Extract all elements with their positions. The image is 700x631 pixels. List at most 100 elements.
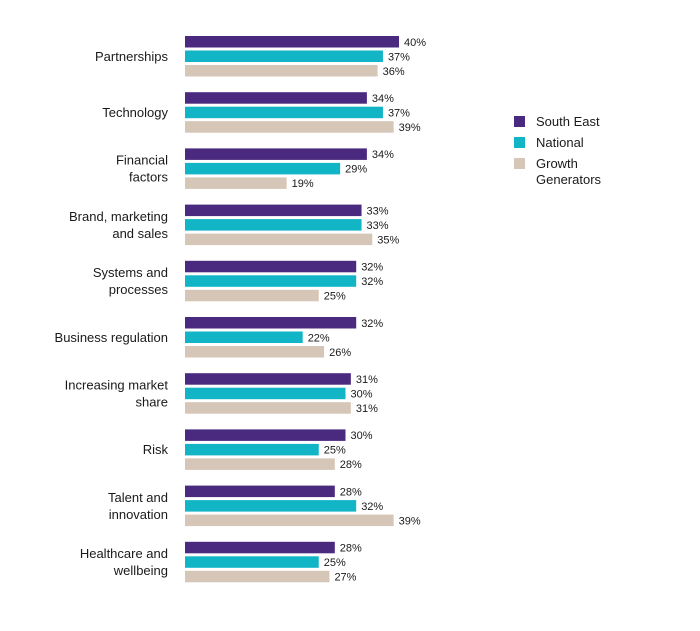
legend-label: Growth Generators [536,156,602,187]
bar [185,556,319,568]
category-label-line: Brand, marketing [69,209,168,224]
bar [185,275,357,287]
category-label-line: Partnerships [95,49,168,64]
bar [185,514,394,527]
bar [185,162,341,175]
category-label: Partnerships [95,49,168,64]
value-label: 22% [308,332,330,344]
bar [185,65,378,77]
category-labels-group: Partnerships Technology Financial factors Br… [55,49,169,578]
bar [185,387,346,400]
value-label: 32% [361,318,383,330]
value-label: 32% [361,501,383,513]
bar [185,50,383,62]
category-label-line: Healthcare and [80,546,168,561]
category-label-line: and sales [112,226,168,241]
value-label: 33% [367,220,389,232]
bar [185,204,362,217]
category-label: Talent and innovation [108,490,168,522]
bar [185,289,319,302]
category-label: Brand, marketing and sales [69,209,168,241]
bar [185,148,367,160]
value-labels-group: 40% 37% 36% 34% 37% 39% 34% 29% 19% 33% 33% 35% 32% 3… [292,37,427,584]
bar [185,219,362,231]
value-label: 28% [340,459,362,471]
bar [185,106,383,119]
bar [185,570,330,583]
value-label: 34% [372,149,394,161]
bar [185,260,357,273]
category-label-line: share [135,394,168,409]
category-label: Systems and processes [93,265,169,297]
category-label: Healthcare and wellbeing [80,546,168,578]
value-label: 32% [361,276,383,288]
legend-swatch [514,116,525,127]
bar [185,458,335,470]
category-label: Financial factors [116,153,169,185]
value-label: 35% [377,234,399,246]
value-label: 29% [345,164,367,176]
value-label: 31% [356,403,378,415]
category-label-line: Talent and [108,490,168,505]
value-label: 40% [404,37,426,49]
bar [185,373,351,385]
value-label: 31% [356,374,378,386]
bar [185,331,303,343]
bar [185,92,367,104]
category-label-line: Technology [102,105,168,120]
bar [185,177,287,189]
value-label: 39% [399,122,421,134]
legend-swatch [514,158,525,169]
category-label-line: Business regulation [55,330,168,345]
legend-label: South East [536,114,600,129]
value-label: 36% [383,66,405,78]
bar [185,402,351,414]
value-label: 19% [292,178,314,190]
bar [185,541,335,554]
value-label: 34% [372,93,394,105]
legend-label: National [536,135,584,150]
bar [185,233,373,246]
value-label: 37% [388,51,410,63]
category-label: Business regulation [55,330,168,345]
bar [185,346,325,358]
legend-label-line: National [536,135,584,150]
bar [185,500,357,512]
bar [185,485,335,498]
bar [185,443,319,456]
value-label: 32% [361,262,383,274]
legend: South East National Growth Generators [514,114,602,187]
category-label-line: processes [109,282,169,297]
value-label: 33% [367,205,389,217]
category-label-line: wellbeing [113,563,168,578]
value-label: 28% [340,486,362,498]
value-label: 25% [324,557,346,569]
bar [185,429,346,441]
legend-label-line: South East [536,114,600,129]
bar [185,121,394,133]
value-label: 37% [388,107,410,119]
value-label: 30% [351,430,373,442]
category-label-line: Risk [143,442,169,457]
legend-label-line: Growth [536,156,578,171]
value-label: 27% [334,572,356,584]
value-label: 28% [340,543,362,555]
bar [185,36,399,48]
bar [185,317,357,329]
category-label: Technology [102,105,168,120]
value-label: 25% [324,445,346,457]
legend-label-line: Generators [536,172,602,187]
value-label: 39% [399,515,421,527]
legend-swatch [514,137,525,148]
category-label: Risk [143,442,169,457]
category-label: Increasing market share [65,377,169,409]
value-label: 26% [329,347,351,359]
category-label-line: Systems and [93,265,168,280]
category-label-line: innovation [109,507,168,522]
category-label-line: Increasing market [65,377,169,392]
category-label-line: Financial [116,153,168,168]
category-label-line: factors [129,170,169,185]
value-label: 25% [324,291,346,303]
